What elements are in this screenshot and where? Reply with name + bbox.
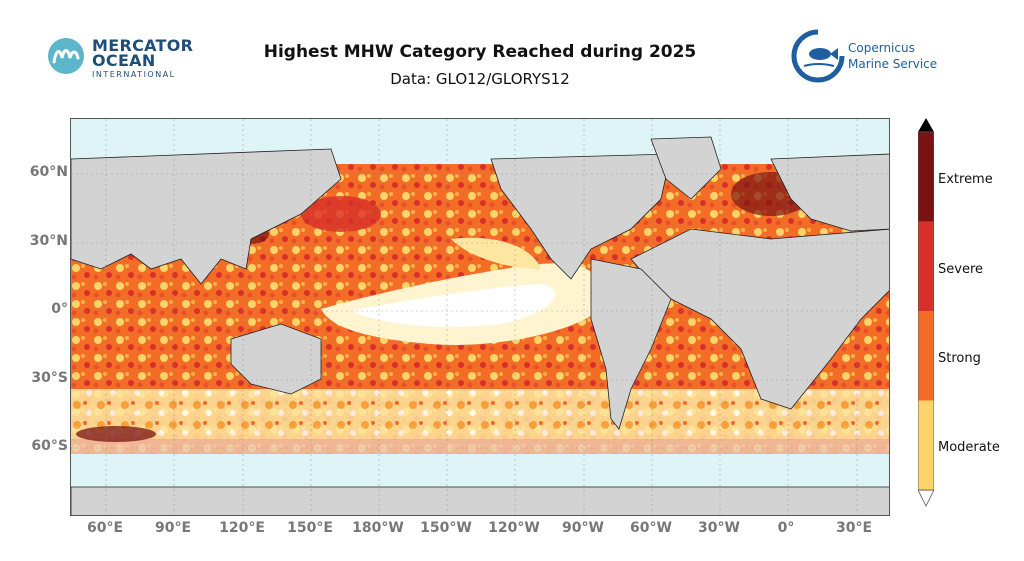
greenland	[650, 136, 722, 200]
lon-tick-90e: 90°E	[154, 520, 192, 536]
lat-tick-60n: 60°N	[29, 164, 68, 180]
lon-tick-150e: 150°E	[287, 520, 333, 536]
south-america	[590, 258, 672, 430]
lon-tick-30e: 30°E	[835, 520, 873, 536]
lon-tick-120e: 120°E	[219, 520, 265, 536]
logo-left-line2: OCEAN	[92, 51, 156, 70]
lon-tick-90w: 90°W	[562, 520, 604, 536]
colorbar-bottom-arrow	[918, 489, 934, 507]
equatorial-pacific-no-mhw	[351, 284, 556, 327]
copernicus-marine-logo: Copernicus Marine Service	[790, 28, 950, 84]
lon-tick-60w: 60°W	[630, 520, 672, 536]
colorbar-extreme	[918, 131, 934, 222]
colorbar-label-moderate: Moderate	[938, 440, 1000, 455]
land-masses	[71, 136, 889, 515]
graticule	[71, 119, 889, 515]
australia	[230, 323, 322, 395]
copernicus-fish-emblem-icon	[791, 29, 845, 83]
southern-indian-hotspot	[76, 426, 156, 442]
logo-right-line2: Marine Service	[848, 57, 938, 71]
colorbar-label-strong: Strong	[938, 351, 981, 366]
logo-left-line1: MERCATOR	[92, 36, 194, 55]
mercator-ocean-logo: MERCATOR OCEAN INTERNATIONAL	[46, 36, 206, 84]
lon-tick-60e: 60°E	[86, 520, 124, 536]
colorbar	[918, 118, 934, 507]
africa	[630, 228, 889, 410]
colorbar-top-arrow	[918, 118, 934, 132]
antarctica	[71, 486, 889, 515]
mercator-ocean-emblem-icon	[48, 38, 84, 74]
lon-tick-0: 0°	[777, 520, 795, 536]
lon-tick-180w: 180°W	[352, 520, 404, 536]
colorbar-label-extreme: Extreme	[938, 172, 993, 187]
europe	[770, 153, 889, 232]
lat-tick-60s: 60°S	[31, 438, 68, 454]
colorbar-severe	[918, 221, 934, 312]
map-subtitle: Data: GLO12/GLORYS12	[390, 70, 570, 88]
lon-tick-30w: 30°W	[698, 520, 740, 536]
nw-pacific-hotspot	[301, 196, 381, 232]
map-canvas	[71, 119, 889, 515]
colorbar-label-severe: Severe	[938, 262, 983, 277]
north-pacific-light-zone	[451, 237, 541, 269]
map-title: Highest MHW Category Reached during 2025	[263, 42, 697, 62]
lon-tick-120w: 120°W	[488, 520, 540, 536]
eurasia	[71, 148, 342, 285]
lon-tick-150w: 150°W	[420, 520, 472, 536]
lat-tick-30n: 30°N	[29, 233, 68, 249]
colorbar-moderate	[918, 400, 934, 491]
lat-tick-30s: 30°S	[31, 370, 68, 386]
heatwave-map	[70, 118, 890, 516]
lat-tick-0: 0°	[51, 301, 68, 317]
colorbar-strong	[918, 311, 934, 401]
logo-left-line3: INTERNATIONAL	[92, 70, 176, 79]
southern-ocean-band	[71, 389, 889, 439]
logo-right-line1: Copernicus	[848, 41, 915, 55]
